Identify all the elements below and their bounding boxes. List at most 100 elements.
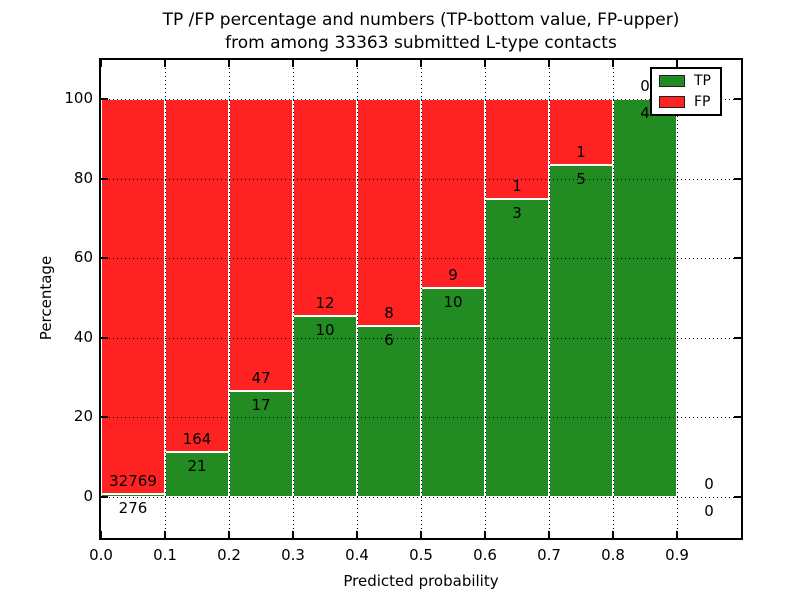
bar-segment-fp xyxy=(421,99,485,288)
x-tick-bottom xyxy=(356,531,358,538)
x-tick-top xyxy=(356,60,358,67)
legend: TP FP xyxy=(650,67,722,116)
chart-title: TP /FP percentage and numbers (TP-bottom… xyxy=(121,9,721,55)
y-tick-label: 20 xyxy=(73,407,93,426)
y-tick-left xyxy=(101,416,108,419)
fp-count-label: 32769 xyxy=(109,471,157,490)
x-tick-top xyxy=(228,60,230,67)
x-tick-bottom xyxy=(548,531,550,538)
x-tick-bottom xyxy=(676,531,678,538)
tp-count-label: 0 xyxy=(704,502,714,520)
x-tick-bottom xyxy=(612,531,614,538)
y-tick-left xyxy=(101,257,108,260)
legend-entry-tp: TP xyxy=(659,74,711,88)
x-tick-label: 0.6 xyxy=(473,546,497,564)
tp-count-label: 4 xyxy=(640,104,650,122)
tp-color-swatch xyxy=(659,75,685,87)
x-axis-label: Predicted probability xyxy=(343,572,499,590)
y-tick-right xyxy=(734,416,741,419)
fp-count-label: 1 xyxy=(512,176,522,195)
x-tick-label: 0.9 xyxy=(665,546,689,564)
bar-segment-tp xyxy=(421,287,485,497)
y-tick-right xyxy=(734,336,741,339)
fp-count-label: 12 xyxy=(315,294,335,313)
fp-count-label: 47 xyxy=(251,369,271,388)
y-tick-right xyxy=(734,177,741,180)
x-tick-top xyxy=(100,60,102,67)
x-tick-label: 0.3 xyxy=(281,546,305,564)
fp-count-label: 9 xyxy=(448,265,458,284)
x-tick-bottom xyxy=(228,531,230,538)
x-tick-bottom xyxy=(484,531,486,538)
x-tick-top xyxy=(612,60,614,67)
x-tick-top xyxy=(484,60,486,67)
x-tick-bottom xyxy=(292,531,294,538)
y-tick-label: 80 xyxy=(73,168,93,187)
y-tick-label: 0 xyxy=(83,487,93,505)
fp-count-label: 1 xyxy=(576,143,586,162)
y-tick-left xyxy=(101,98,108,100)
y-tick-label: 60 xyxy=(73,248,93,267)
tp-count-label: 276 xyxy=(118,498,148,517)
x-tick-label: 0.0 xyxy=(89,546,113,564)
x-tick-label: 0.4 xyxy=(345,546,369,564)
bar-segment-fp xyxy=(549,99,613,166)
fp-count-label: 0 xyxy=(704,475,714,493)
x-tick-label: 0.8 xyxy=(601,546,625,564)
x-tick-top xyxy=(292,60,294,67)
tp-count-label: 10 xyxy=(443,292,463,311)
x-tick-top xyxy=(676,60,678,67)
bar-segment-tp xyxy=(485,198,549,497)
x-tick-label: 0.5 xyxy=(409,546,433,564)
bar-segment-tp xyxy=(613,99,677,497)
tp-count-label: 6 xyxy=(384,331,394,350)
tp-count-label: 17 xyxy=(251,396,271,415)
v-gridline xyxy=(357,60,358,538)
fp-count-label: 0 xyxy=(640,77,650,95)
plot-area: 32769 276 164 21 47 17 12 10 8 6 9 10 1 3 1 5 0 4 0 0 xyxy=(99,58,743,540)
legend-label-fp: FP xyxy=(694,94,711,110)
x-tick-bottom xyxy=(420,531,422,538)
x-tick-bottom xyxy=(164,531,166,538)
x-tick-label: 0.2 xyxy=(217,546,241,564)
fp-count-label: 164 xyxy=(182,429,212,448)
y-tick-left xyxy=(101,177,108,180)
v-gridline xyxy=(485,60,486,538)
v-gridline xyxy=(165,60,166,538)
x-tick-top xyxy=(164,60,166,67)
tp-count-label: 10 xyxy=(315,321,335,340)
bar-segment-tp xyxy=(101,493,165,497)
x-tick-top xyxy=(420,60,422,67)
y-tick-left xyxy=(101,336,108,339)
y-tick-right xyxy=(734,496,741,498)
y-tick-left xyxy=(101,496,108,498)
bar-segment-fp xyxy=(165,99,229,452)
bar-segment-tp xyxy=(549,165,613,497)
chart-title-line1: TP /FP percentage and numbers (TP-bottom… xyxy=(162,10,680,30)
x-tick-top xyxy=(548,60,550,67)
legend-entry-fp: FP xyxy=(659,95,711,109)
fp-color-swatch xyxy=(659,96,685,108)
fp-count-label: 8 xyxy=(384,304,394,323)
bar-segment-fp xyxy=(229,99,293,392)
tp-count-label: 3 xyxy=(512,203,522,222)
bar-segment-tp xyxy=(293,316,357,497)
v-gridline xyxy=(549,60,550,538)
x-tick-bottom xyxy=(100,531,102,538)
x-tick-label: 0.1 xyxy=(153,546,177,564)
tp-count-label: 5 xyxy=(576,170,586,189)
bar-segment-fp xyxy=(101,99,165,494)
legend-label-tp: TP xyxy=(694,73,711,89)
v-gridline xyxy=(293,60,294,538)
y-tick-right xyxy=(734,98,741,100)
y-tick-right xyxy=(734,257,741,260)
v-gridline xyxy=(421,60,422,538)
y-tick-label: 40 xyxy=(73,327,93,346)
v-gridline xyxy=(229,60,230,538)
v-gridline xyxy=(677,60,678,538)
x-tick-label: 0.7 xyxy=(537,546,561,564)
chart-title-line2: from among 33363 submitted L-type contac… xyxy=(225,33,617,53)
y-tick-label: 100 xyxy=(64,89,93,107)
bar-segment-fp xyxy=(293,99,357,317)
